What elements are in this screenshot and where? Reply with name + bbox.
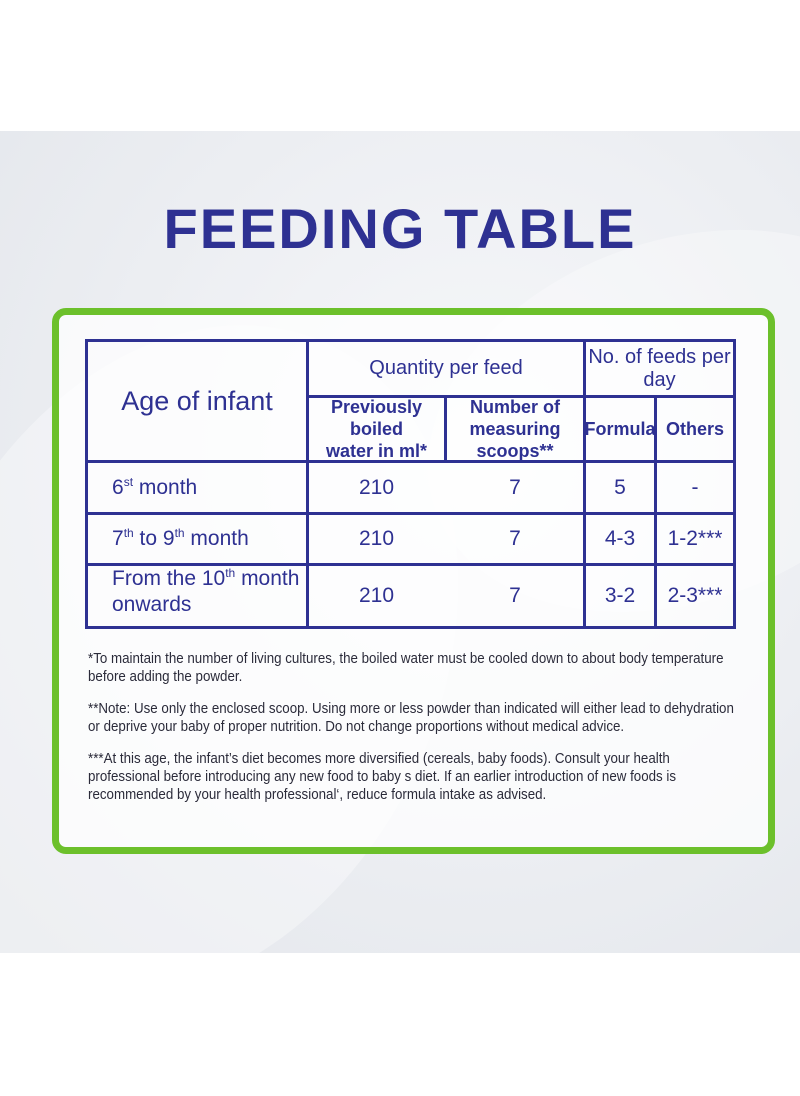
footnotes: *To maintain the number of living cultur… <box>88 650 734 818</box>
table-cell-others: 2-3*** <box>667 584 723 607</box>
footnote-diet: ***At this age, the infant’s diet become… <box>88 751 677 803</box>
table-divider <box>309 395 733 398</box>
table-divider <box>88 460 733 463</box>
table-cell-water: 210 <box>358 475 395 499</box>
page-title: FEEDING TABLE <box>163 197 637 260</box>
table-cell-others: 1-2*** <box>667 527 723 550</box>
table-divider <box>444 397 447 461</box>
table-row-age: 7th to 9th month <box>112 526 249 550</box>
table-cell-water: 210 <box>358 584 395 607</box>
table-divider <box>306 342 309 626</box>
scoops-header: Number of measuring scoops** <box>469 397 561 461</box>
footnote-water: *To maintain the number of living cultur… <box>88 651 724 685</box>
others-header: Others <box>665 419 725 439</box>
water-header: Previously boiled water in ml* <box>325 397 428 461</box>
quantity-header: Quantity per feed <box>369 357 523 379</box>
footnote-scoop: **Note: Use only the enclosed scoop. Usi… <box>88 701 734 735</box>
feeding-table: Age of infant Quantity per feed No. of f… <box>85 339 736 629</box>
table-divider <box>654 397 657 626</box>
table-cell-others: - <box>691 475 699 499</box>
feeds-header: No. of feeds per day <box>588 345 731 391</box>
table-cell-scoops: 7 <box>509 475 521 499</box>
table-cell-formula: 5 <box>614 475 626 499</box>
table-row-age: From the 10th month onwards <box>112 566 300 616</box>
formula-header: Formula <box>584 419 656 439</box>
table-divider <box>583 342 586 626</box>
table-cell-formula: 4-3 <box>604 527 636 550</box>
table-divider <box>88 512 733 515</box>
table-cell-formula: 3-2 <box>604 584 636 607</box>
table-row-age: 6st month <box>112 474 198 499</box>
table-cell-water: 210 <box>358 527 395 550</box>
age-header: Age of infant <box>121 385 273 416</box>
table-cell-scoops: 7 <box>509 527 521 550</box>
table-divider <box>88 563 733 566</box>
table-cell-scoops: 7 <box>509 584 521 607</box>
